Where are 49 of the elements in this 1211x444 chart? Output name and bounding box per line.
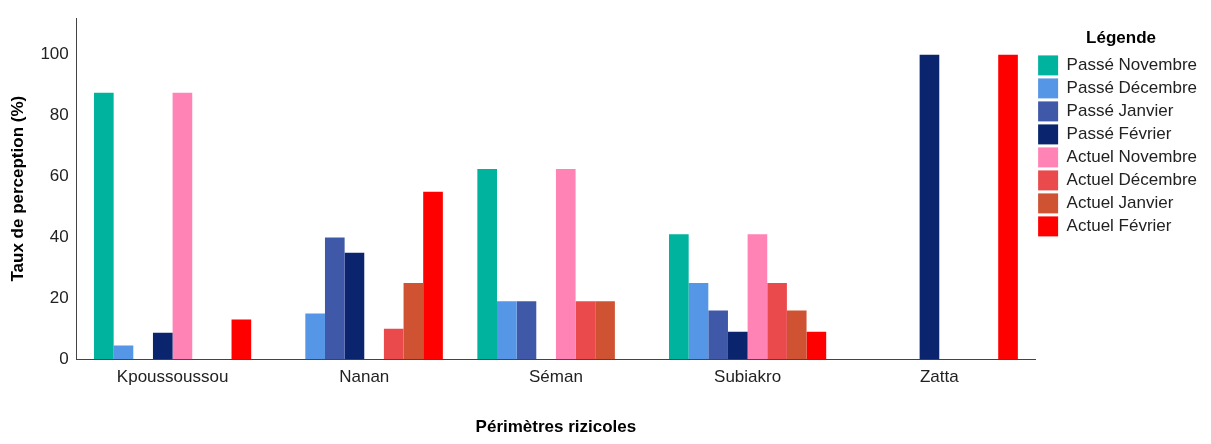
bar — [113, 345, 134, 360]
y-tick-label: 60 — [49, 166, 69, 186]
x-tick-label: Nanan — [339, 367, 390, 387]
y-tick-label: 20 — [49, 287, 69, 307]
legend-label: Passé Février — [1066, 124, 1172, 144]
bar — [172, 92, 193, 360]
y-tick-label: 0 — [59, 348, 69, 368]
bar — [152, 332, 173, 360]
x-axis-title: Périmètres rizicoles — [475, 417, 637, 437]
x-tick-label: Séman — [529, 367, 583, 387]
bar — [305, 313, 325, 360]
bar — [344, 252, 365, 360]
bar — [919, 54, 940, 360]
bar — [998, 54, 1018, 360]
x-tick-label: Zatta — [919, 367, 960, 387]
bar — [669, 234, 689, 360]
y-tick-label: 100 — [40, 44, 69, 64]
y-axis-title: Taux de perception (%) — [7, 95, 27, 282]
legend-label: Actuel Février — [1066, 216, 1172, 236]
bar — [94, 92, 114, 360]
bar — [727, 331, 748, 360]
bar — [806, 331, 827, 360]
bar — [423, 191, 443, 360]
legend-title: Légende — [1086, 28, 1157, 48]
x-tick-label: Subiakro — [714, 367, 782, 387]
bar — [497, 301, 517, 360]
bar — [575, 301, 596, 360]
bar — [708, 310, 728, 360]
legend-label: Passé Décembre — [1066, 78, 1197, 98]
y-tick-label: 80 — [49, 105, 69, 125]
bar — [477, 168, 497, 360]
bar — [555, 168, 576, 360]
bar — [688, 283, 709, 360]
legend-label: Actuel Décembre — [1066, 170, 1197, 190]
bar — [324, 237, 345, 360]
legend-label: Passé Janvier — [1066, 101, 1174, 121]
bar — [595, 301, 615, 360]
bar — [747, 234, 768, 360]
legend-label: Passé Novembre — [1066, 55, 1197, 75]
bar — [383, 328, 404, 360]
legend-label: Actuel Novembre — [1066, 147, 1197, 167]
bar — [516, 301, 537, 360]
legend-label: Actuel Janvier — [1066, 193, 1174, 213]
y-tick-label: 40 — [49, 227, 69, 247]
bar — [767, 283, 787, 360]
bar — [786, 310, 807, 360]
bar — [231, 319, 252, 360]
x-tick-label: Kpoussoussou — [116, 367, 229, 387]
bar — [403, 283, 424, 360]
